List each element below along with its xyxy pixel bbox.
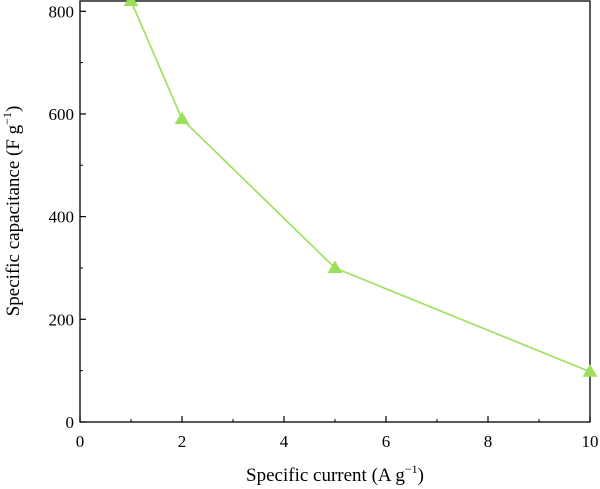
- data-point: [582, 364, 598, 377]
- y-tick-label: 200: [49, 310, 75, 329]
- x-tick-label: 6: [382, 432, 391, 451]
- x-tick-label: 4: [280, 432, 289, 451]
- x-tick-label: 8: [484, 432, 493, 451]
- y-tick-label: 400: [49, 208, 75, 227]
- data-point: [327, 260, 343, 274]
- data-point: [123, 0, 139, 7]
- series-line: [130, 0, 591, 373]
- x-tick-label: 2: [178, 432, 187, 451]
- y-tick-label: 800: [49, 2, 75, 21]
- series-layer: [123, 0, 598, 377]
- axis-tick-labels: 0 2 4 6 8 10 0 200 400 600 800: [49, 2, 599, 451]
- x-tick-label: 0: [76, 432, 85, 451]
- y-tick-label: 0: [66, 413, 75, 432]
- y-tick-label: 600: [49, 105, 75, 124]
- x-tick-label: 10: [582, 432, 599, 451]
- x-axis-title: Specific current (A g−1): [246, 462, 424, 486]
- data-point: [174, 111, 190, 125]
- axis-ticks: [79, 10, 591, 423]
- y-axis-title: Specific capacitance (F g−1): [0, 106, 24, 317]
- plot-frame: [79, 0, 591, 423]
